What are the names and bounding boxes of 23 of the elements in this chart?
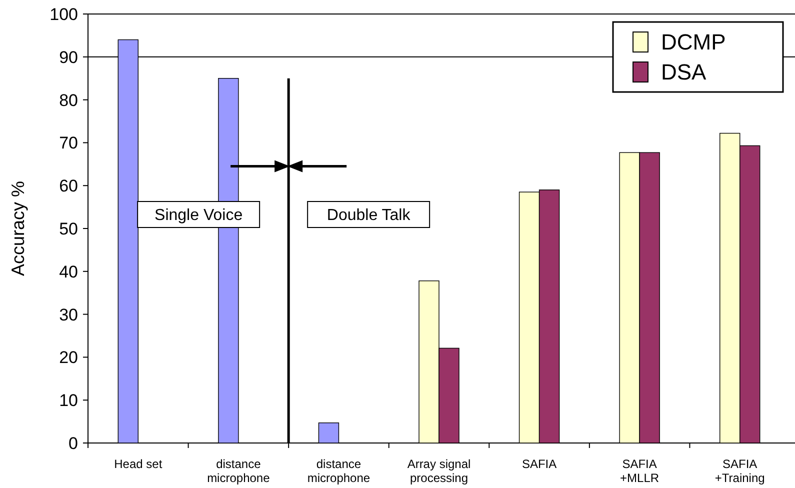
y-tick-label: 0 [68,434,78,453]
x-tick-label: distance microphone [307,457,370,485]
x-tick-label: SAFIA +Training [714,457,765,485]
x-tick-label: SAFIA +MLLR [620,457,660,485]
x-tick-label: distance microphone [207,457,270,485]
y-tick-label: 90 [59,48,78,67]
y-tick-label: 10 [59,391,78,410]
y-tick-label: 20 [59,348,78,368]
y-tick-label: 80 [59,90,78,110]
y-tick-label: 100 [50,4,78,24]
y-tick-label: 70 [59,134,78,153]
annotation: Single Voice [154,207,243,224]
y-tick-label: 50 [59,219,78,238]
legend-label: DSA [661,60,707,85]
annotation: Double Talk [326,207,412,224]
x-tick-label: Head set [114,457,163,471]
legend-label: DCMP [661,30,726,55]
y-tick-label: 30 [59,305,78,324]
y-tick-label: 40 [59,262,78,282]
x-tick-label: Array signal processing [407,457,471,485]
y-axis-title: Accuracy % [8,180,28,276]
x-tick-label: SAFIA [522,457,557,471]
y-tick-label: 60 [59,176,78,196]
